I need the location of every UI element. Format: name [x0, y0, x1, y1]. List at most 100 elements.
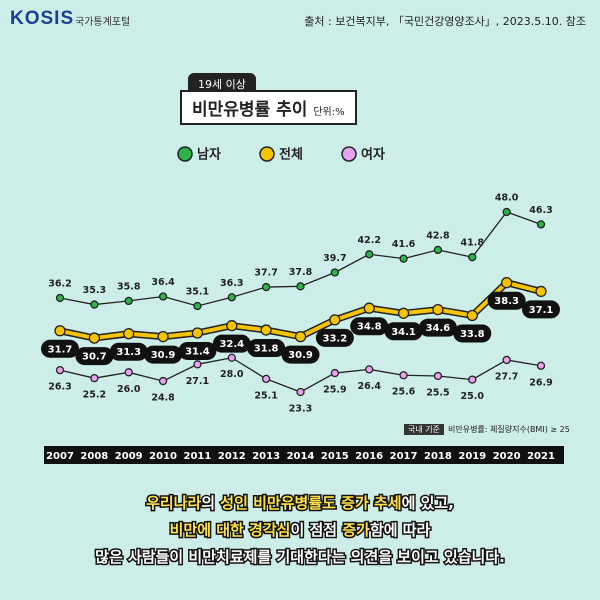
message-segment: 에 있고,	[400, 493, 455, 514]
x-tick-label: 2013	[252, 451, 280, 462]
message-segment: 성인 비만유병률도	[219, 493, 338, 514]
data-point	[502, 207, 511, 217]
value-label: 41.8	[461, 238, 485, 249]
value-label: 35.3	[83, 285, 106, 296]
data-point	[365, 365, 374, 374]
data-point	[90, 300, 99, 309]
data-point	[90, 374, 99, 383]
data-point	[536, 361, 546, 370]
message-segment: 우리나라	[145, 493, 203, 514]
value-label: 36.3	[220, 278, 243, 289]
chart: 남자 전체 여자 2007 2008 2009 2010 2011 2012 2013 2014 20…	[41, 146, 564, 464]
data-point	[158, 292, 168, 301]
data-point	[158, 376, 168, 386]
value-pill	[315, 328, 354, 347]
value-label: 36.4	[151, 277, 175, 288]
value-label: 30.9	[288, 350, 313, 361]
x-tick-label: 2012	[218, 451, 246, 462]
value-label: 25.1	[254, 390, 277, 401]
value-label: 26.4	[357, 381, 381, 392]
message-segment: 증가 추세	[340, 493, 403, 514]
x-tick-label: 2014	[287, 451, 315, 462]
x-tick-label: 2017	[390, 451, 418, 462]
value-label: 48.0	[495, 193, 519, 204]
value-label: 35.8	[117, 281, 141, 292]
data-point	[226, 320, 238, 332]
data-point	[123, 328, 135, 340]
value-label: 26.3	[48, 382, 71, 393]
x-tick-label: 2011	[184, 451, 212, 462]
legend-marker	[177, 146, 193, 162]
data-point	[535, 285, 547, 298]
value-label: 34.6	[426, 323, 451, 334]
data-point	[124, 368, 133, 377]
value-label: 31.3	[116, 347, 141, 358]
message-segment: 함에 따라	[368, 520, 431, 541]
badge: 19세 이상	[188, 73, 256, 95]
legend-label: 전체	[279, 147, 303, 163]
value-label: 30.9	[151, 350, 176, 361]
data-point	[329, 314, 341, 326]
value-pill	[144, 345, 183, 364]
value-label: 33.8	[460, 329, 485, 340]
value-pill	[281, 345, 320, 364]
message: 우리나라의 성인 비만유병률도 증가 추세에 있고, 비만에 대한 경각심이 점점…	[0, 490, 600, 571]
data-point	[330, 368, 340, 378]
data-point	[433, 371, 443, 381]
data-point	[502, 355, 511, 365]
data-point	[397, 307, 410, 319]
value-pill	[453, 324, 492, 343]
data-point	[88, 332, 101, 344]
value-label: 27.1	[186, 376, 209, 387]
value-label: 32.4	[219, 339, 244, 350]
x-tick-label: 2016	[355, 451, 383, 462]
logo-sub: 국가통계포털	[75, 17, 131, 28]
value-label: 31.7	[48, 344, 73, 355]
value-label: 25.2	[83, 390, 106, 401]
legend-label: 여자	[361, 147, 385, 163]
value-label: 24.8	[151, 393, 175, 404]
data-point	[227, 293, 236, 302]
value-label: 23.3	[289, 404, 312, 415]
value-label: 25.9	[323, 385, 346, 396]
message-segment: 의	[200, 493, 221, 514]
value-label: 37.7	[254, 268, 277, 279]
message-line: 우리나라의 성인 비만유병률도 증가 추세에 있고,	[0, 490, 600, 517]
data-point	[261, 374, 271, 384]
logo: KOSIS	[10, 8, 75, 29]
value-label: 42.2	[357, 235, 380, 246]
x-tick-label: 2021	[527, 451, 555, 462]
data-point	[296, 282, 305, 291]
data-point	[399, 371, 408, 380]
x-tick-label: 2010	[149, 451, 177, 462]
value-label: 34.8	[357, 322, 382, 333]
value-pill	[487, 291, 526, 310]
value-label: 31.8	[254, 344, 279, 355]
criteria-text: 비만유병률: 체질량지수(BMI) ≥ 25	[447, 425, 570, 434]
value-label: 30.7	[82, 352, 107, 363]
value-label: 42.8	[426, 230, 450, 241]
value-pill	[178, 341, 217, 360]
value-label: 38.3	[494, 296, 519, 307]
data-point	[191, 327, 204, 339]
x-tick-label: 2019	[458, 451, 486, 462]
value-label: 26.9	[529, 377, 552, 388]
message-segment: 이 점점	[289, 520, 343, 541]
x-tick-label: 2007	[46, 451, 74, 462]
data-point	[365, 250, 374, 259]
value-pill	[350, 317, 389, 336]
message-segment: 증가	[341, 520, 372, 541]
value-pill	[384, 322, 423, 341]
x-tick-label: 2018	[424, 451, 452, 462]
message-line: 비만에 대한 경각심이 점점 증가함에 따라	[0, 517, 600, 544]
data-point	[55, 293, 65, 303]
data-point	[54, 325, 66, 337]
data-point	[157, 330, 169, 343]
data-point	[294, 330, 307, 343]
value-pill	[109, 342, 148, 361]
value-label: 34.1	[391, 327, 416, 338]
value-label: 31.4	[185, 346, 210, 357]
value-label: 46.3	[529, 205, 552, 216]
x-tick-label: 2008	[80, 451, 108, 462]
